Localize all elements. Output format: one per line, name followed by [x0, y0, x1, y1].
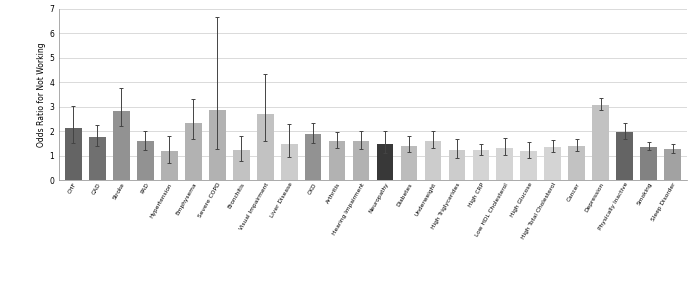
Bar — [496, 148, 514, 180]
Bar — [305, 134, 321, 180]
Bar — [425, 141, 441, 180]
Bar — [209, 110, 226, 180]
Bar — [65, 128, 82, 180]
Bar — [400, 146, 417, 180]
Bar — [113, 111, 130, 180]
Bar — [641, 147, 657, 180]
Bar — [137, 141, 153, 180]
Bar — [448, 150, 465, 180]
Bar — [520, 152, 537, 180]
Bar — [473, 150, 489, 180]
Bar — [257, 114, 273, 180]
Bar — [568, 146, 585, 180]
Bar — [616, 132, 633, 180]
Y-axis label: Odds Ratio for Not Working: Odds Ratio for Not Working — [37, 42, 46, 147]
Bar — [185, 123, 202, 180]
Bar — [89, 138, 105, 180]
Bar — [232, 150, 250, 180]
Bar — [377, 144, 393, 180]
Bar — [544, 147, 561, 180]
Bar — [664, 149, 681, 180]
Bar — [281, 144, 298, 180]
Bar — [593, 105, 609, 180]
Bar — [161, 152, 178, 180]
Bar — [353, 141, 369, 180]
Bar — [329, 141, 346, 180]
